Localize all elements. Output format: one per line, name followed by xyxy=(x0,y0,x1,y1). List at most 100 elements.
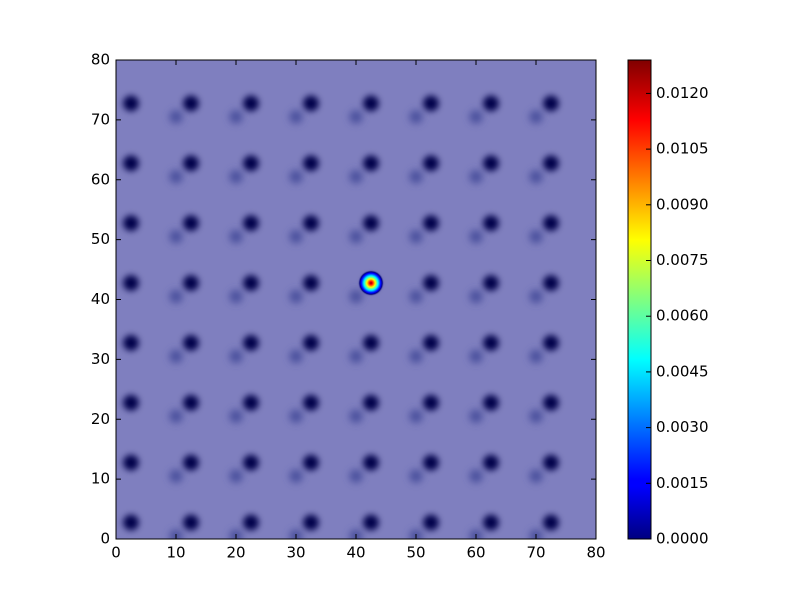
satellite-spot xyxy=(409,110,423,124)
colorbar-tick-label: 0.0015 xyxy=(656,474,709,492)
satellite-spot xyxy=(169,230,183,244)
dark-spot xyxy=(543,454,559,471)
satellite-spot xyxy=(529,469,543,483)
satellite-spot xyxy=(229,289,243,304)
satellite-spot xyxy=(469,110,483,124)
satellite-spot xyxy=(469,409,483,423)
dark-spot xyxy=(123,95,139,112)
x-tick-label: 50 xyxy=(406,544,425,562)
satellite-spot xyxy=(469,349,483,363)
colorbar-tick-label: 0.0045 xyxy=(656,362,709,380)
dark-spot xyxy=(363,95,379,112)
satellite-spot xyxy=(229,230,243,244)
satellite-spot xyxy=(169,289,183,304)
dark-spot xyxy=(423,335,439,351)
x-tick-label: 60 xyxy=(466,544,485,562)
satellite-spot xyxy=(409,409,423,423)
dark-spot xyxy=(543,275,559,291)
dark-spot xyxy=(303,514,319,531)
x-tick-label: 40 xyxy=(346,544,365,562)
dark-spot xyxy=(543,215,559,231)
dark-spot xyxy=(543,394,559,411)
colorbar-tick-label: 0.0090 xyxy=(656,195,709,213)
dark-spot xyxy=(423,514,439,531)
x-tick-label: 30 xyxy=(286,544,305,562)
dark-spot xyxy=(363,394,379,411)
dark-spot xyxy=(483,155,499,172)
dark-spot xyxy=(483,394,499,411)
dark-spot xyxy=(183,95,199,112)
dark-spot xyxy=(123,275,139,291)
satellite-spot xyxy=(349,110,363,124)
colorbar-tick-label: 0.0075 xyxy=(656,251,709,269)
dark-spot xyxy=(303,335,319,351)
satellite-spot xyxy=(169,110,183,124)
dark-spot xyxy=(123,215,139,231)
dark-spot xyxy=(123,514,139,531)
satellite-spot xyxy=(469,170,483,184)
dark-spot xyxy=(123,155,139,172)
dark-spot xyxy=(303,155,319,172)
y-tick-label: 10 xyxy=(91,470,110,488)
satellite-spot xyxy=(229,409,243,423)
satellite-spot xyxy=(529,409,543,423)
satellite-spot xyxy=(349,170,363,184)
dark-spot xyxy=(183,394,199,411)
dark-spot xyxy=(423,95,439,112)
y-tick-label: 20 xyxy=(91,410,110,428)
y-tick-label: 0 xyxy=(100,530,110,548)
satellite-spot xyxy=(289,230,303,244)
dark-spot xyxy=(423,275,439,291)
satellite-spot xyxy=(349,469,363,483)
colorbar-tick-label: 0.0030 xyxy=(656,418,709,436)
satellite-spot xyxy=(169,349,183,363)
dark-spot xyxy=(183,335,199,351)
dark-spot xyxy=(123,454,139,471)
satellite-spot xyxy=(289,170,303,184)
dark-spot xyxy=(483,215,499,231)
dark-spot xyxy=(363,215,379,231)
dark-spot xyxy=(183,514,199,531)
satellite-spot xyxy=(409,469,423,483)
satellite-spot xyxy=(349,230,363,244)
satellite-spot xyxy=(289,289,303,304)
dark-spot xyxy=(243,95,259,112)
y-tick-label: 40 xyxy=(91,290,110,308)
satellite-spot xyxy=(529,110,543,124)
satellite-spot xyxy=(169,170,183,184)
dark-spot xyxy=(483,454,499,471)
dark-spot xyxy=(243,155,259,172)
satellite-spot xyxy=(349,409,363,423)
dark-spot xyxy=(543,155,559,172)
dark-spot xyxy=(243,215,259,231)
satellite-spot xyxy=(409,170,423,184)
dark-spot xyxy=(303,394,319,411)
dark-spot xyxy=(483,95,499,112)
peak-spot xyxy=(357,269,385,297)
dark-spot xyxy=(543,335,559,351)
y-tick-label: 70 xyxy=(91,110,110,128)
satellite-spot xyxy=(229,469,243,483)
dark-spot xyxy=(543,514,559,531)
satellite-spot xyxy=(349,349,363,363)
dark-spot xyxy=(123,335,139,351)
dark-spot xyxy=(183,454,199,471)
satellite-spot xyxy=(229,110,243,124)
y-tick-label: 60 xyxy=(91,170,110,188)
satellite-spot xyxy=(289,409,303,423)
dark-spot xyxy=(423,394,439,411)
dark-spot xyxy=(543,95,559,112)
axes: 0 10 20 30 40 50 60 70 80 0 10 20 30 40 50 60 70 80 0.0000… xyxy=(91,51,709,562)
dark-spot xyxy=(363,155,379,172)
x-tick-label: 0 xyxy=(111,544,121,562)
dark-spot xyxy=(303,454,319,471)
dark-spot xyxy=(243,454,259,471)
dark-spot xyxy=(483,514,499,531)
satellite-spot xyxy=(469,469,483,483)
dark-spot xyxy=(243,514,259,531)
satellite-spot xyxy=(469,230,483,244)
satellite-spot xyxy=(289,349,303,363)
dark-spot xyxy=(123,394,139,411)
dark-spot xyxy=(243,275,259,291)
satellite-spot xyxy=(169,469,183,483)
